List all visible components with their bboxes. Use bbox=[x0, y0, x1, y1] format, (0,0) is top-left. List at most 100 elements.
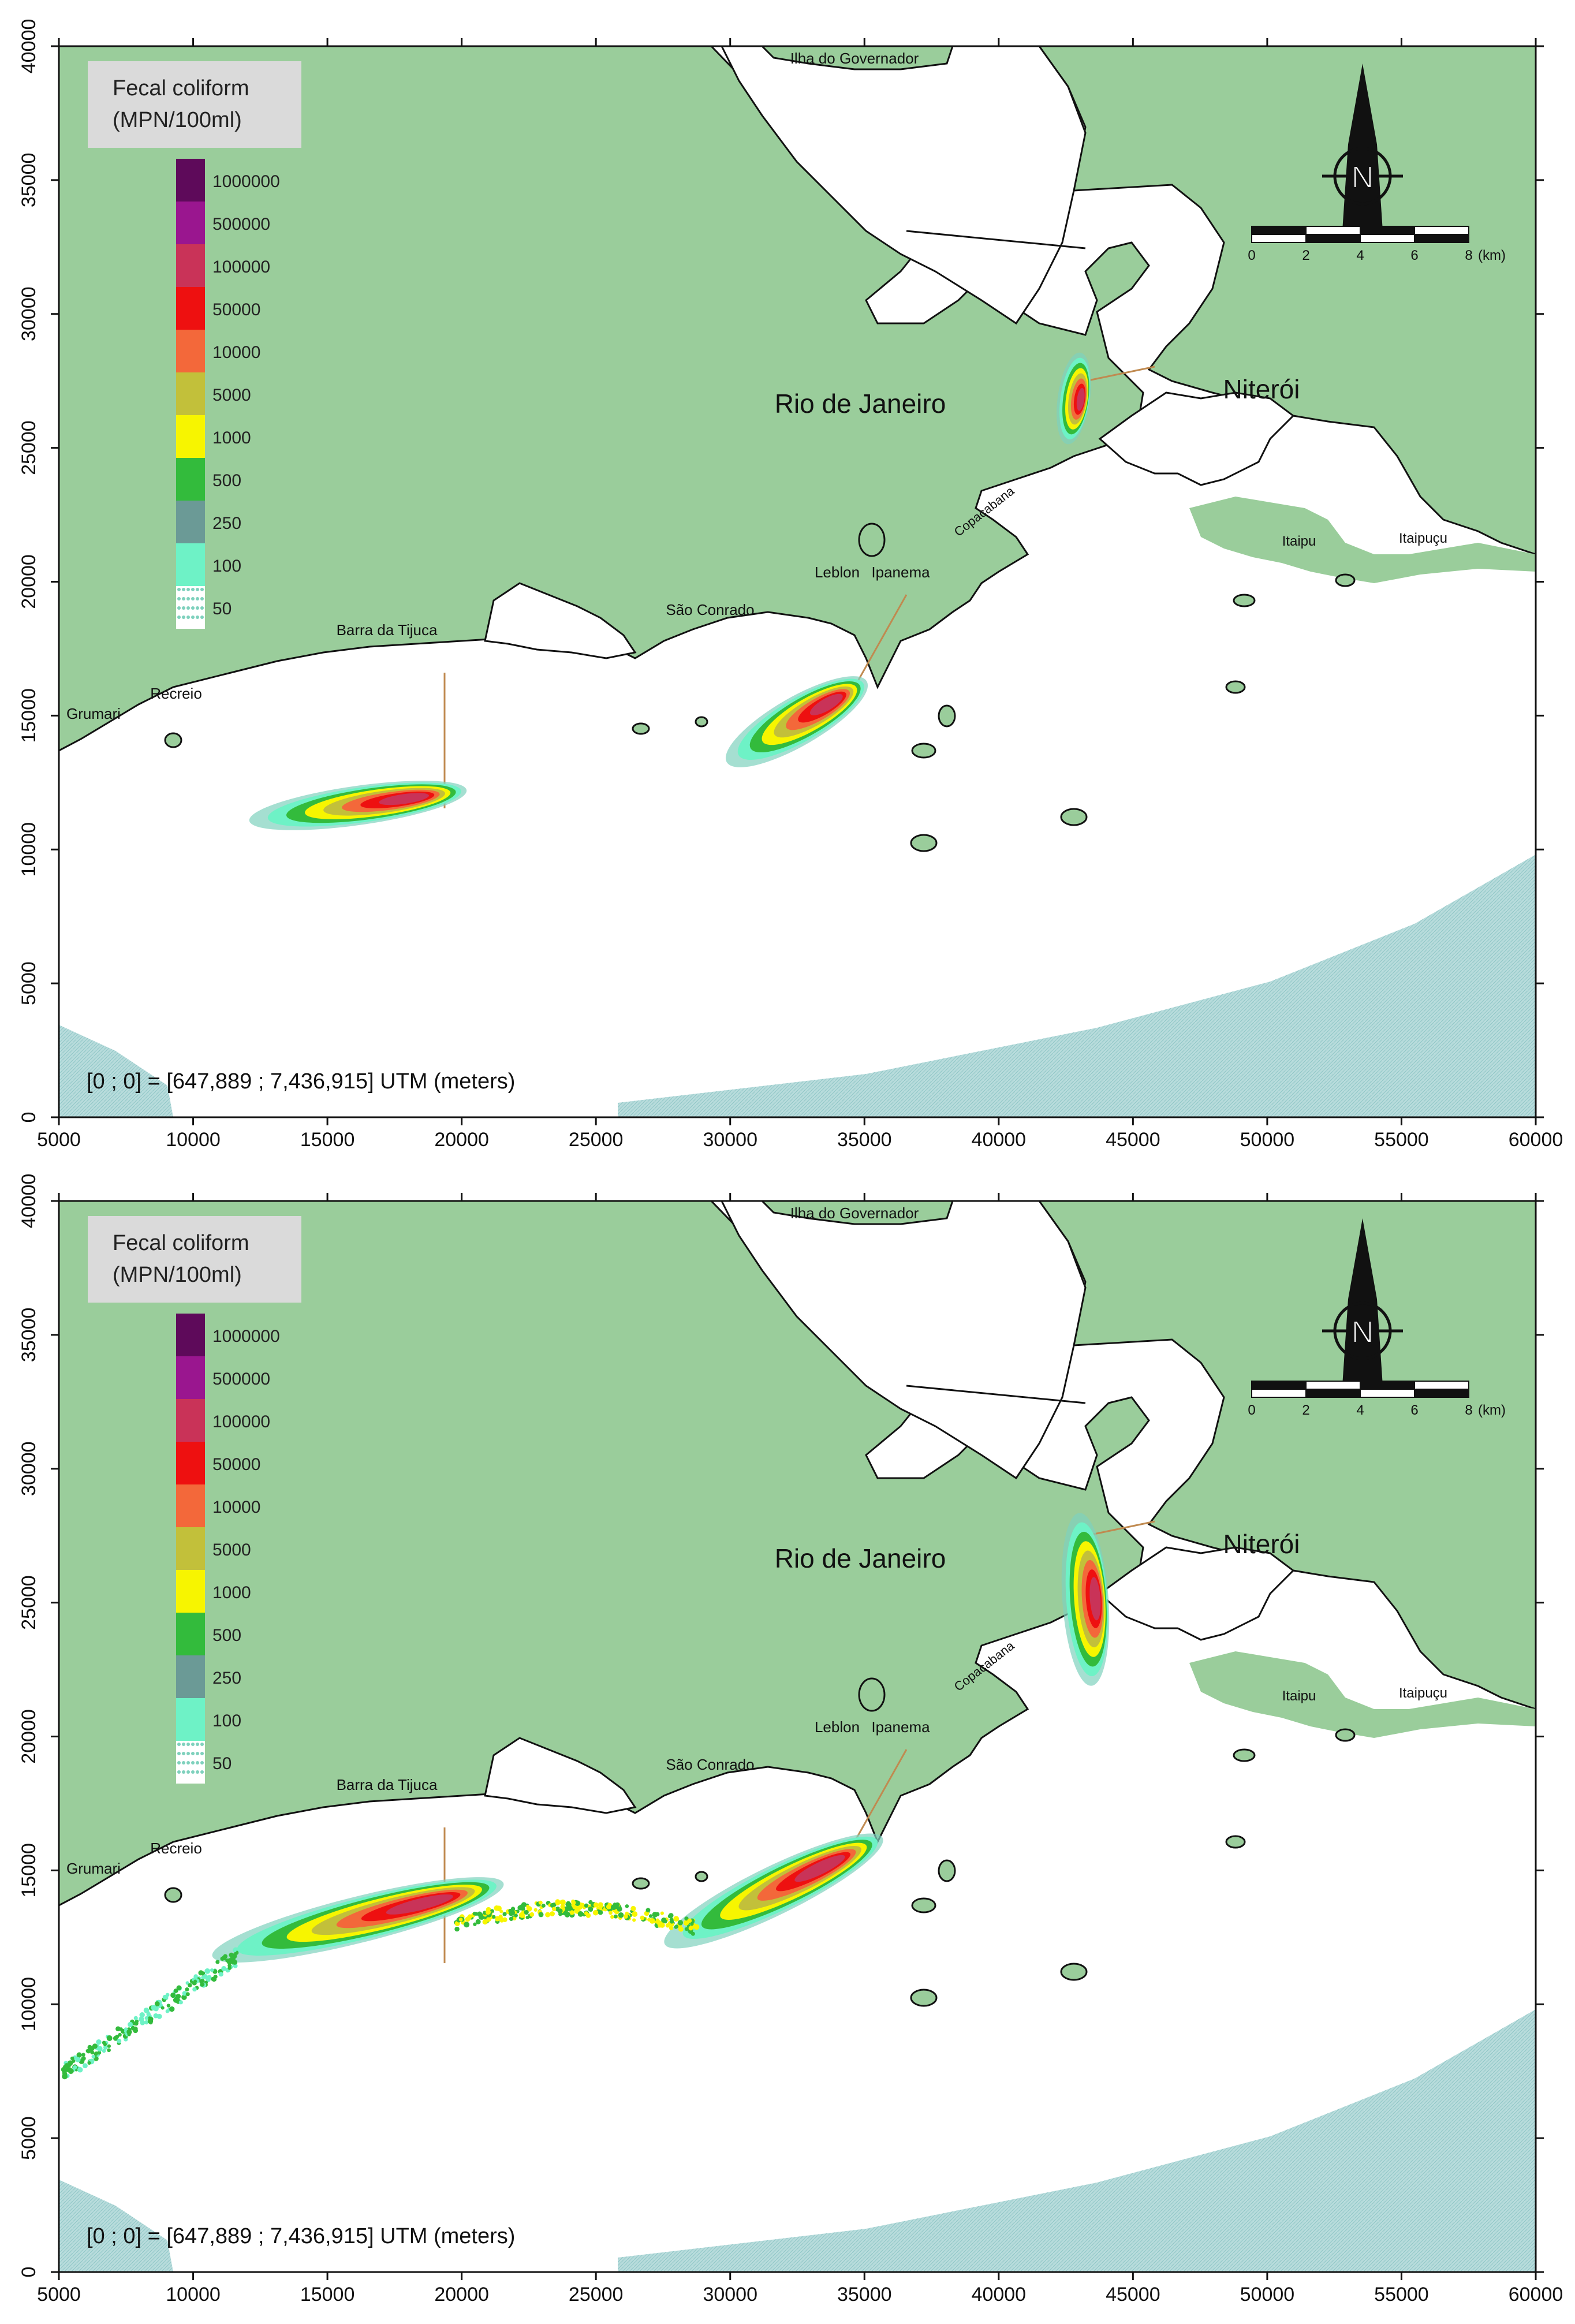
plume-particle bbox=[102, 2049, 106, 2053]
open-boundary-hatch-left bbox=[59, 2180, 173, 2272]
plume-particle bbox=[210, 1968, 214, 1972]
plume-particle bbox=[476, 1911, 483, 1917]
plume-particle bbox=[143, 2007, 150, 2013]
plume-contour bbox=[1076, 387, 1085, 411]
legend-swatch bbox=[176, 1655, 205, 1698]
plume-particle bbox=[558, 1912, 562, 1916]
plume-particle bbox=[495, 1916, 501, 1922]
island bbox=[911, 743, 936, 759]
plume-particle bbox=[213, 1974, 218, 1979]
x-tick-label: 15000 bbox=[300, 2284, 355, 2306]
scale-segment bbox=[1414, 234, 1469, 243]
scale-label: 4 bbox=[1356, 1402, 1364, 1418]
legend-swatch bbox=[176, 1570, 205, 1613]
plume-particle bbox=[185, 1992, 190, 1997]
plume-particle bbox=[118, 2032, 122, 2037]
plume-particle bbox=[571, 1900, 576, 1905]
legend-dot bbox=[191, 597, 195, 600]
plume-particle bbox=[593, 1902, 599, 1908]
y-tick-label: 40000 bbox=[18, 1174, 40, 1229]
plume-particle bbox=[669, 1919, 674, 1924]
plume-particle bbox=[178, 2000, 183, 2005]
plume-particle bbox=[230, 1956, 234, 1960]
scale-unit: (km) bbox=[1478, 248, 1506, 263]
plume-particle bbox=[692, 1925, 696, 1929]
plume-particle bbox=[68, 2060, 73, 2066]
legend-dot bbox=[177, 1761, 181, 1765]
legend-dot bbox=[196, 1743, 199, 1746]
y-tick-label: 20000 bbox=[18, 554, 40, 609]
plume-particle bbox=[173, 1997, 179, 2003]
open-boundary-hatch bbox=[618, 855, 1536, 1117]
place-label: Niterói bbox=[1223, 1529, 1300, 1559]
plume-particle bbox=[584, 1911, 588, 1916]
legend-swatch bbox=[176, 586, 205, 629]
scale-segment bbox=[1414, 1389, 1469, 1398]
plume-particle bbox=[165, 1993, 170, 1997]
x-tick-label: 20000 bbox=[434, 1129, 489, 1151]
legend-dot bbox=[182, 606, 185, 610]
x-tick-label: 45000 bbox=[1106, 2284, 1160, 2306]
plume-contour bbox=[379, 793, 429, 805]
plume-particle bbox=[677, 1920, 684, 1926]
plume-particle bbox=[538, 1900, 543, 1905]
legend-dot bbox=[186, 615, 190, 619]
place-label: Barra da Tijuca bbox=[337, 1776, 438, 1793]
plume-particle bbox=[94, 2051, 98, 2056]
island bbox=[1233, 594, 1256, 607]
legend-dot bbox=[186, 588, 190, 591]
y-tick-label: 15000 bbox=[18, 1843, 40, 1898]
legend-swatch bbox=[176, 1442, 205, 1484]
y-tick-label: 40000 bbox=[18, 19, 40, 74]
plume-particle bbox=[623, 1914, 628, 1919]
plume-particle bbox=[555, 1899, 560, 1904]
legend-label: 500 bbox=[212, 471, 241, 490]
scale-segment bbox=[1360, 1389, 1415, 1398]
plume-particle bbox=[545, 1912, 551, 1918]
plume-particle bbox=[485, 1909, 491, 1915]
plume-particle bbox=[185, 1987, 189, 1992]
legend-dot bbox=[196, 1761, 199, 1765]
legend-label: 1000 bbox=[212, 1583, 251, 1602]
scale-segment bbox=[1251, 1381, 1307, 1390]
legend-label: 500 bbox=[212, 1626, 241, 1645]
plume-particle bbox=[107, 2048, 111, 2053]
utm-note: [0 ; 0] = [647,889 ; 7,436,915] UTM (met… bbox=[87, 1069, 515, 1094]
legend-dot bbox=[186, 606, 190, 610]
plume-particle bbox=[688, 1926, 693, 1931]
legend-dot bbox=[200, 1743, 204, 1746]
place-label: Itaipuçu bbox=[1399, 1685, 1447, 1701]
scale-label: 2 bbox=[1302, 1402, 1309, 1418]
legend-label: 50 bbox=[212, 1754, 232, 1773]
plume-particle bbox=[502, 1912, 507, 1916]
legend-dot bbox=[177, 588, 181, 591]
plume-particle bbox=[75, 2057, 81, 2062]
x-tick-label: 25000 bbox=[569, 2284, 624, 2306]
legend-dot bbox=[186, 597, 190, 600]
plume-particle bbox=[660, 1911, 664, 1915]
legend-swatch bbox=[176, 1314, 205, 1356]
y-tick-label: 5000 bbox=[18, 961, 40, 1005]
plume-particle bbox=[572, 1904, 577, 1909]
legend-title: Fecal coliform bbox=[113, 76, 249, 100]
plume-particle bbox=[499, 1909, 503, 1913]
island bbox=[695, 716, 708, 728]
legend-dot bbox=[200, 1761, 204, 1765]
place-label: Itaipu bbox=[1282, 534, 1316, 549]
place-label: Ipanema bbox=[871, 1718, 930, 1736]
x-tick-label: 55000 bbox=[1374, 1129, 1429, 1151]
legend-swatch bbox=[176, 415, 205, 458]
legend-subtitle: (MPN/100ml) bbox=[113, 1263, 242, 1287]
legend-title-box bbox=[88, 1216, 301, 1303]
open-boundary-hatch-left bbox=[59, 1025, 173, 1117]
plume-particle bbox=[207, 1975, 212, 1980]
plume-contour bbox=[1089, 1577, 1101, 1621]
legend-dot bbox=[182, 1743, 185, 1746]
y-tick-label: 20000 bbox=[18, 1709, 40, 1764]
plume-particle bbox=[611, 1904, 617, 1911]
open-boundary-hatch bbox=[618, 2009, 1536, 2272]
legend-swatch bbox=[176, 1356, 205, 1399]
legend-swatch bbox=[176, 543, 205, 586]
x-tick-label: 5000 bbox=[37, 2284, 81, 2306]
legend-swatch bbox=[176, 1484, 205, 1527]
